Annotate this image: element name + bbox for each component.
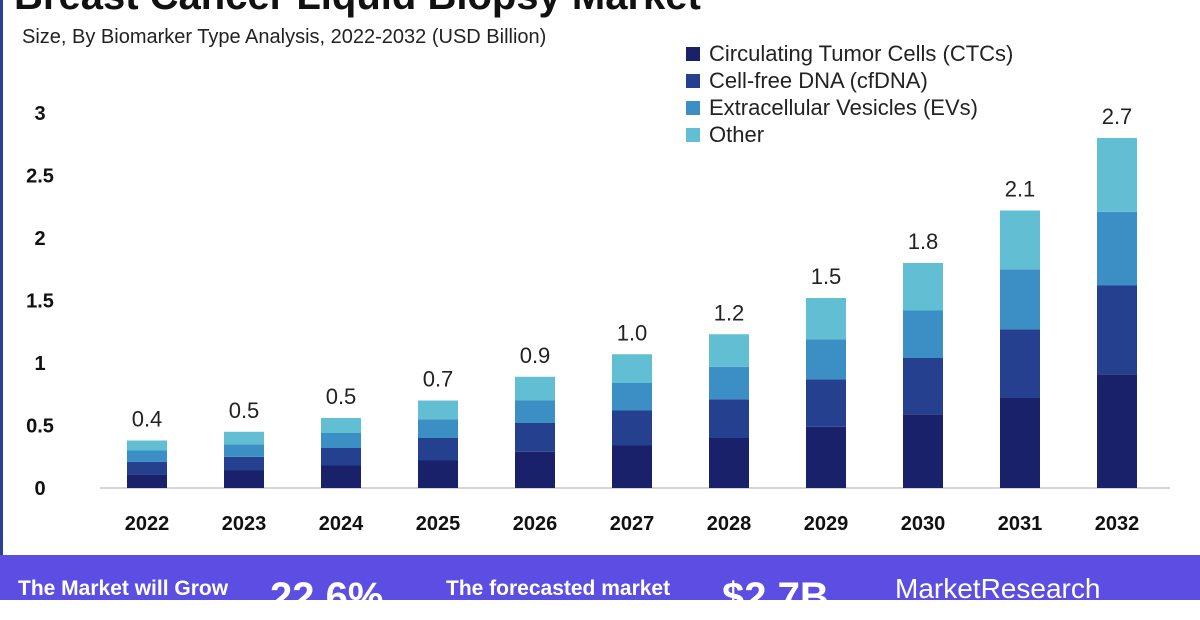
y-tick-label: 2 bbox=[34, 228, 45, 250]
bar-segment-3 bbox=[224, 431, 264, 445]
x-tick-label: 2032 bbox=[1095, 513, 1140, 535]
bar-segment-2 bbox=[1000, 269, 1040, 330]
legend-item-cfdna: Cell-free DNA (cfDNA) bbox=[686, 67, 1013, 94]
bar-segment-2 bbox=[806, 339, 846, 380]
grow-text: The Market will Grow bbox=[18, 577, 229, 600]
x-tick-label: 2031 bbox=[998, 513, 1043, 535]
bar-segment-0 bbox=[127, 474, 167, 488]
bar-segment-2 bbox=[1097, 211, 1137, 286]
legend: Circulating Tumor Cells (CTCs) Cell-free… bbox=[686, 40, 1013, 148]
data-label: 0.7 bbox=[423, 367, 454, 392]
bar-segment-1 bbox=[321, 448, 361, 466]
bar-segment-3 bbox=[515, 376, 555, 401]
legend-item-ctc: Circulating Tumor Cells (CTCs) bbox=[686, 40, 1013, 67]
data-label: 0.5 bbox=[229, 398, 260, 423]
x-tick-label: 2023 bbox=[222, 513, 267, 535]
bar-segment-2 bbox=[903, 310, 943, 358]
x-tick-label: 2027 bbox=[610, 513, 655, 535]
bar-segment-0 bbox=[612, 445, 652, 488]
y-tick-label: 3 bbox=[34, 103, 45, 125]
legend-label: Other bbox=[709, 121, 765, 147]
bar-segment-1 bbox=[612, 410, 652, 446]
chart-subtitle: Size, By Biomarker Type Analysis, 2022-2… bbox=[22, 26, 547, 48]
x-tick-label: 2028 bbox=[707, 513, 752, 535]
cagr-value: 22.6% bbox=[270, 575, 384, 619]
x-tick-label: 2029 bbox=[804, 513, 849, 535]
x-tick-label: 2026 bbox=[513, 513, 558, 535]
forecast-value: $2.7B bbox=[722, 575, 829, 619]
legend-label: Circulating Tumor Cells (CTCs) bbox=[709, 40, 1014, 66]
bar-segment-0 bbox=[903, 414, 943, 488]
bar-segment-0 bbox=[709, 438, 749, 488]
y-tick-label: 0.5 bbox=[26, 416, 54, 438]
bar-segment-0 bbox=[224, 470, 264, 488]
data-label: 2.7 bbox=[1102, 104, 1133, 129]
bar-segment-3 bbox=[806, 298, 846, 340]
x-tick-label: 2025 bbox=[416, 513, 461, 535]
data-label: 0.5 bbox=[326, 384, 357, 409]
y-tick-label: 2.5 bbox=[26, 166, 54, 188]
data-label: 1.0 bbox=[617, 320, 648, 345]
bar-segment-1 bbox=[903, 358, 943, 415]
data-label: 1.5 bbox=[811, 264, 842, 289]
legend-label: Cell-free DNA (cfDNA) bbox=[709, 67, 928, 93]
legend-swatch bbox=[686, 73, 700, 88]
chart-frame bbox=[0, 0, 3, 555]
legend-swatch bbox=[686, 46, 700, 61]
bar-segment-1 bbox=[1000, 329, 1040, 398]
bar-segment-1 bbox=[515, 423, 555, 452]
bar-segment-2 bbox=[515, 400, 555, 423]
bar-segment-3 bbox=[321, 418, 361, 433]
bar-segment-0 bbox=[1097, 374, 1137, 488]
legend-label: Extracellular Vesicles (EVs) bbox=[709, 94, 978, 120]
bar-segment-1 bbox=[1097, 285, 1137, 375]
bar-segment-2 bbox=[709, 366, 749, 400]
x-tick-label: 2024 bbox=[319, 513, 364, 535]
bar-segment-1 bbox=[418, 438, 458, 461]
forecast-text: The forecasted market bbox=[446, 577, 671, 600]
bar-segment-2 bbox=[321, 433, 361, 448]
brand-logo: MarketResearch bbox=[895, 573, 1101, 604]
bar-segment-3 bbox=[903, 263, 943, 311]
bar-segment-3 bbox=[1000, 210, 1040, 270]
bar-segment-0 bbox=[806, 426, 846, 488]
bottom-banner: The Market will Grow 22.6% The forecaste… bbox=[0, 555, 1200, 619]
chart-title: Breast Cancer Liquid Biopsy Market bbox=[14, 0, 701, 19]
bar-segment-2 bbox=[127, 450, 167, 462]
bar-segment-0 bbox=[321, 465, 361, 488]
legend-item-other: Other bbox=[686, 121, 1013, 148]
data-label: 1.8 bbox=[908, 229, 939, 254]
bar-segment-1 bbox=[709, 399, 749, 438]
bar-segment-0 bbox=[1000, 398, 1040, 488]
bar-segment-1 bbox=[806, 379, 846, 427]
bar-segment-2 bbox=[418, 419, 458, 438]
bar-segment-3 bbox=[709, 334, 749, 367]
y-tick-label: 1 bbox=[34, 353, 45, 375]
bar-segment-2 bbox=[224, 444, 264, 457]
y-tick-label: 0 bbox=[34, 478, 45, 500]
bar-segment-3 bbox=[612, 354, 652, 383]
bar-segment-1 bbox=[224, 456, 264, 471]
legend-swatch bbox=[686, 127, 700, 142]
bar-segment-0 bbox=[515, 451, 555, 488]
data-label: 0.4 bbox=[132, 407, 163, 432]
bar-segment-2 bbox=[612, 383, 652, 411]
plot-area: 0 0.5 1 1.5 2 2.5 3 0.4 2022 0.5 2023 0.5 2024 0.7 202… bbox=[26, 103, 1170, 535]
data-label: 1.2 bbox=[714, 300, 745, 325]
bar-segment-3 bbox=[1097, 138, 1137, 212]
data-label: 2.1 bbox=[1005, 177, 1036, 202]
legend-swatch bbox=[686, 100, 700, 115]
bar-segment-0 bbox=[418, 460, 458, 488]
bar-segment-3 bbox=[418, 400, 458, 420]
x-tick-label: 2030 bbox=[901, 513, 946, 535]
bar-segment-3 bbox=[127, 440, 167, 451]
x-tick-label: 2022 bbox=[125, 513, 170, 535]
bar-segment-1 bbox=[127, 461, 167, 475]
legend-item-evs: Extracellular Vesicles (EVs) bbox=[686, 94, 1013, 121]
data-label: 0.9 bbox=[520, 343, 551, 368]
y-tick-label: 1.5 bbox=[26, 291, 54, 313]
